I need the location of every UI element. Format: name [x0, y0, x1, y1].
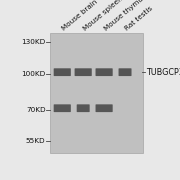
Text: Rat testis: Rat testis: [124, 5, 154, 32]
Text: 130KD: 130KD: [21, 39, 46, 45]
Text: 55KD: 55KD: [26, 138, 46, 145]
Bar: [50, 33, 143, 153]
FancyBboxPatch shape: [54, 104, 71, 112]
Text: TUBGCP3: TUBGCP3: [146, 68, 180, 77]
FancyBboxPatch shape: [119, 68, 132, 76]
Text: Mouse thymus: Mouse thymus: [103, 0, 147, 32]
FancyBboxPatch shape: [75, 68, 92, 76]
Text: 100KD: 100KD: [21, 71, 46, 76]
FancyBboxPatch shape: [77, 104, 90, 112]
Text: 70KD: 70KD: [26, 107, 46, 113]
FancyBboxPatch shape: [96, 68, 113, 76]
FancyBboxPatch shape: [96, 104, 113, 112]
Text: Mouse brain: Mouse brain: [61, 0, 99, 32]
FancyBboxPatch shape: [54, 68, 71, 76]
Text: Mouse spleen: Mouse spleen: [82, 0, 124, 32]
